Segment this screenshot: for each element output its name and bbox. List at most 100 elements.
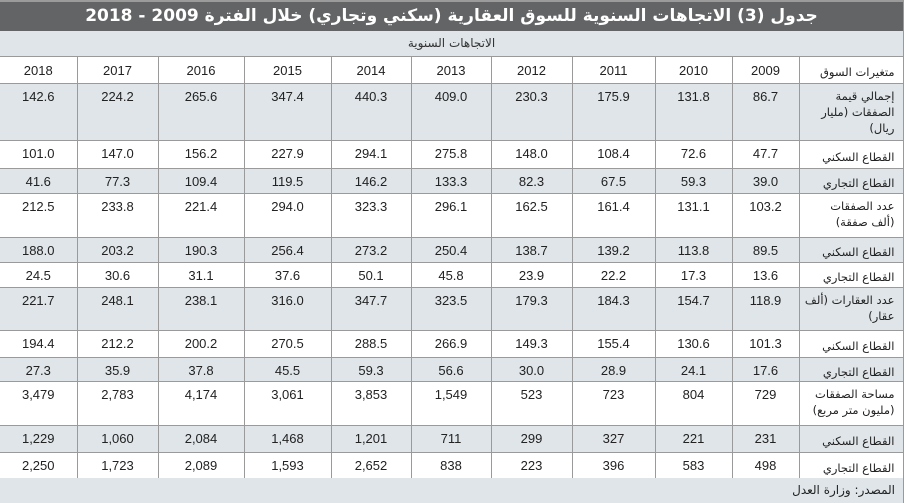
table-row: عدد العقارات (ألف عقار) 118.9 154.7 184.3 17… (0, 286, 904, 331)
row-label: القطاع السكني (798, 424, 904, 453)
value-cell: 45.5 (243, 356, 332, 382)
value-cell: 203.2 (76, 236, 159, 263)
value-cell: 238.1 (157, 286, 245, 331)
year-header: 2016 (157, 57, 245, 84)
value-cell: 2,250 (0, 451, 78, 479)
value-cell: 154.7 (654, 286, 733, 331)
value-cell: 35.9 (76, 356, 159, 382)
value-cell: 188.0 (0, 236, 78, 263)
value-cell: 175.9 (571, 82, 656, 141)
value-cell: 17.6 (731, 356, 800, 382)
value-cell: 23.9 (490, 261, 573, 288)
value-cell: 184.3 (571, 286, 656, 331)
year-header: 2014 (330, 57, 412, 84)
value-cell: 86.7 (731, 82, 800, 141)
value-cell: 273.2 (330, 236, 412, 263)
value-cell: 30.0 (490, 356, 573, 382)
value-cell: 288.5 (330, 329, 412, 358)
value-cell: 89.5 (731, 236, 800, 263)
value-cell: 3,061 (243, 380, 332, 426)
row-label: القطاع التجاري (798, 451, 904, 479)
value-cell: 131.8 (654, 82, 733, 141)
value-cell: 22.2 (571, 261, 656, 288)
value-cell: 440.3 (330, 82, 412, 141)
value-cell: 804 (654, 380, 733, 426)
table-row: عدد الصفقات (ألف صفقة) 103.2 131.1 161.4 162… (0, 192, 904, 238)
value-cell: 56.6 (410, 356, 492, 382)
value-cell: 101.3 (731, 329, 800, 358)
value-cell: 347.4 (243, 82, 332, 141)
value-cell: 1,723 (76, 451, 159, 479)
value-cell: 82.3 (490, 167, 573, 194)
value-cell: 316.0 (243, 286, 332, 331)
table-title: جدول (3) الاتجاهات السنوية للسوق العقاري… (0, 0, 903, 31)
value-cell: 3,853 (330, 380, 412, 426)
table-row: القطاع التجاري 498 583 396 223 838 2,652 1,593 2… (0, 451, 904, 479)
value-cell: 723 (571, 380, 656, 426)
value-cell: 838 (410, 451, 492, 479)
row-label: القطاع التجاري (798, 356, 904, 382)
value-cell: 498 (731, 451, 800, 479)
value-cell: 138.7 (490, 236, 573, 263)
value-cell: 2,084 (157, 424, 245, 453)
value-cell: 27.3 (0, 356, 78, 382)
value-cell: 221.7 (0, 286, 78, 331)
value-cell: 37.6 (243, 261, 332, 288)
value-cell: 3,479 (0, 380, 78, 426)
value-cell: 59.3 (654, 167, 733, 194)
value-cell: 162.5 (490, 192, 573, 238)
value-cell: 250.4 (410, 236, 492, 263)
row-label: القطاع السكني (798, 139, 904, 169)
value-cell: 2,089 (157, 451, 245, 479)
value-cell: 223 (490, 451, 573, 479)
row-label: القطاع التجاري (798, 167, 904, 194)
value-cell: 200.2 (157, 329, 245, 358)
value-cell: 296.1 (410, 192, 492, 238)
year-header: 2010 (654, 57, 733, 84)
value-cell: 108.4 (571, 139, 656, 169)
value-cell: 299 (490, 424, 573, 453)
value-cell: 139.2 (571, 236, 656, 263)
header-label: متغيرات السوق (798, 57, 904, 84)
value-cell: 77.3 (76, 167, 159, 194)
value-cell: 275.8 (410, 139, 492, 169)
row-label: عدد العقارات (ألف عقار) (798, 286, 904, 331)
value-cell: 265.6 (157, 82, 245, 141)
header-row: متغيرات السوق 2009 2010 2011 2012 2013 2… (0, 57, 904, 84)
value-cell: 109.4 (157, 167, 245, 194)
value-cell: 212.5 (0, 192, 78, 238)
value-cell: 523 (490, 380, 573, 426)
value-cell: 1,549 (410, 380, 492, 426)
value-cell: 1,593 (243, 451, 332, 479)
value-cell: 50.1 (330, 261, 412, 288)
row-label: عدد الصفقات (ألف صفقة) (798, 192, 904, 238)
value-cell: 347.7 (330, 286, 412, 331)
value-cell: 103.2 (731, 192, 800, 238)
value-cell: 4,174 (157, 380, 245, 426)
value-cell: 155.4 (571, 329, 656, 358)
table-row: القطاع السكني 231 221 327 299 711 1,201 1,468 2,… (0, 424, 904, 453)
value-cell: 409.0 (410, 82, 492, 141)
value-cell: 67.5 (571, 167, 656, 194)
value-cell: 323.3 (330, 192, 412, 238)
table-row: مساحة الصفقات (مليون متر مربع) 729 804 723 5… (0, 380, 904, 426)
value-cell: 142.6 (0, 82, 78, 141)
value-cell: 72.6 (654, 139, 733, 169)
value-cell: 31.1 (157, 261, 245, 288)
value-cell: 583 (654, 451, 733, 479)
value-cell: 221 (654, 424, 733, 453)
value-cell: 148.0 (490, 139, 573, 169)
value-cell: 190.3 (157, 236, 245, 263)
value-cell: 2,783 (76, 380, 159, 426)
source-note: المصدر: وزارة العدل (0, 478, 903, 503)
value-cell: 147.0 (76, 139, 159, 169)
value-cell: 233.8 (76, 192, 159, 238)
value-cell: 1,229 (0, 424, 78, 453)
row-label: القطاع السكني (798, 236, 904, 263)
table-row: القطاع السكني 47.7 72.6 108.4 148.0 275.8 294.… (0, 139, 904, 169)
value-cell: 266.9 (410, 329, 492, 358)
value-cell: 711 (410, 424, 492, 453)
value-cell: 248.1 (76, 286, 159, 331)
value-cell: 37.8 (157, 356, 245, 382)
value-cell: 119.5 (243, 167, 332, 194)
